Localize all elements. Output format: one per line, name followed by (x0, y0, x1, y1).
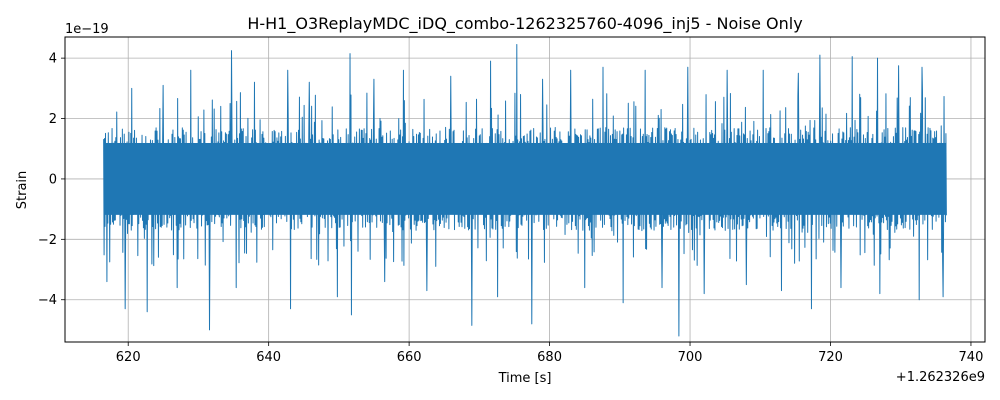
series-trace (103, 44, 947, 337)
x-tick-label: 720 (818, 350, 843, 365)
y-axis-label: Strain (15, 171, 30, 210)
x-tick-label: 700 (678, 350, 703, 365)
series-dense-core (103, 142, 947, 215)
y-tick-label: −4 (38, 293, 57, 308)
x-tick-label: 660 (397, 350, 422, 365)
x-tick-label: 620 (116, 350, 141, 365)
x-tick-label: 640 (256, 350, 281, 365)
y-axis-ticks: −4 −2 0 2 4 (38, 52, 65, 308)
y-tick-label: 0 (49, 172, 57, 187)
x-axis-label: Time [s] (498, 371, 552, 386)
x-tick-label: 740 (959, 350, 984, 365)
y-tick-label: 4 (49, 52, 57, 67)
y-tick-label: 2 (49, 112, 57, 127)
x-offset-label: +1.262326e9 (896, 370, 985, 385)
chart-title: H-H1_O3ReplayMDC_iDQ_combo-1262325760-40… (247, 14, 802, 34)
x-tick-label: 680 (537, 350, 562, 365)
y-multiplier-label: 1e−19 (65, 22, 109, 37)
x-axis-ticks: 620 640 660 680 700 720 740 (116, 342, 984, 365)
y-tick-label: −2 (38, 233, 57, 248)
plot-frame (64, 36, 986, 343)
